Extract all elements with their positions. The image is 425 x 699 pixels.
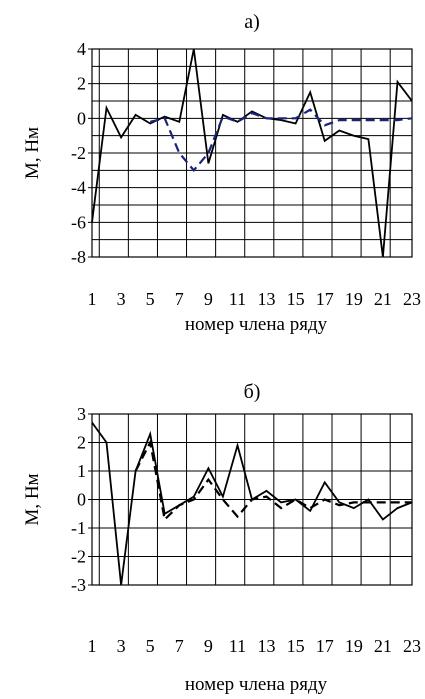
chart-1-x-tick: 1	[88, 289, 97, 309]
chart-2-y-tick: 1	[77, 461, 86, 481]
chart-1-series-2-line	[149, 108, 413, 173]
chart-1-x-label: номер члена ряду	[185, 314, 328, 335]
chart-2-y-tick: -1	[71, 518, 86, 538]
chart-2-x-tick: 9	[204, 636, 213, 656]
chart-2-y-tick: 2	[77, 433, 86, 453]
chart-1-x-tick: 21	[374, 289, 392, 309]
chart-1-title: а)	[244, 11, 260, 33]
chart-2-x-tick: 17	[316, 636, 334, 656]
chart-1-y-label: M, Нм	[22, 127, 43, 179]
chart-2-y-label: M, Нм	[22, 473, 43, 525]
chart-2-x-tick: 5	[146, 636, 155, 656]
chart-1-x-tick: 3	[117, 289, 126, 309]
chart-1-y-tick: -2	[71, 143, 86, 163]
chart-2-x-tick: 15	[287, 636, 305, 656]
chart-2-plot-frame	[91, 413, 413, 586]
chart-2-y-tick: -2	[71, 547, 86, 567]
chart-1-x-tick: 5	[146, 289, 155, 309]
chart-2-x-tick: 13	[258, 636, 276, 656]
chart-1-x-tick: 13	[258, 289, 276, 309]
chart-2-x-tick: 3	[117, 636, 126, 656]
chart-2-x-tick: 19	[345, 636, 363, 656]
chart-2-x-tick: 23	[403, 636, 421, 656]
chart-1-x-tick: 17	[316, 289, 334, 309]
chart-2-y-tick: -3	[71, 575, 86, 595]
chart-1-y-tick: 2	[77, 74, 86, 94]
chart-1-y-tick: 0	[77, 108, 86, 128]
chart-2-title: б)	[244, 381, 261, 403]
chart-1-x-tick: 23	[403, 289, 421, 309]
chart-1-x-tick: 11	[229, 289, 246, 309]
chart-1-y-tick: 4	[77, 39, 86, 59]
chart-2-x-label: номер члена ряду	[185, 674, 328, 695]
chart-1-x-tick: 19	[345, 289, 363, 309]
chart-1-y-tick: -4	[71, 178, 86, 198]
chart-2-x-tick: 21	[374, 636, 392, 656]
chart-1-y-tick: -8	[71, 247, 86, 267]
chart-2-y-tick: 0	[77, 490, 86, 510]
chart-1-x-tick: 7	[175, 289, 184, 309]
chart-2-x-tick: 7	[175, 636, 184, 656]
chart-2-series-1-line	[91, 421, 413, 586]
chart-2-series-2-line	[134, 439, 412, 522]
chart-2-x-tick: 1	[88, 636, 97, 656]
chart-1-x-tick: 15	[287, 289, 305, 309]
chart-1-plot-frame	[91, 48, 413, 258]
chart-2-y-tick: 3	[77, 404, 86, 424]
chart-1-x-tick: 9	[204, 289, 213, 309]
chart-2-x-tick: 11	[229, 636, 246, 656]
chart-1-y-tick: -6	[71, 212, 86, 232]
